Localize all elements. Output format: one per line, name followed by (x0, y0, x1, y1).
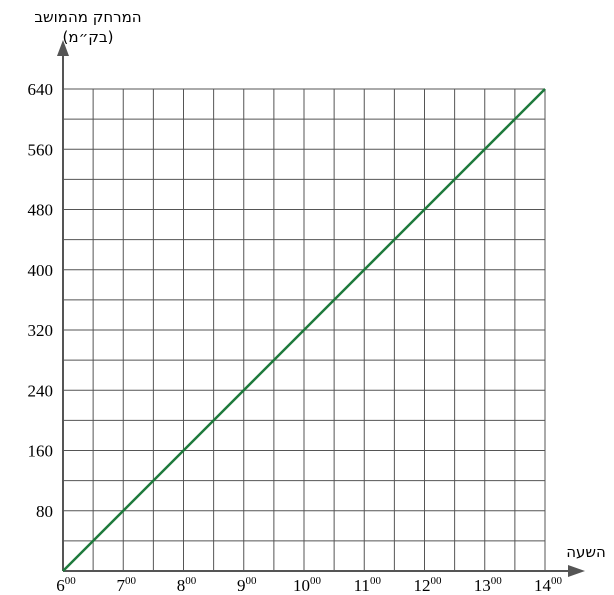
x-tick-minutes: 00 (185, 575, 197, 587)
axes (57, 40, 585, 577)
y-tick-label-160: 160 (28, 442, 54, 461)
series-group (62, 88, 546, 572)
x-tick-label-11: 1100 (354, 575, 382, 595)
x-tick-minutes: 00 (551, 575, 563, 587)
x-tick-hour: 14 (534, 576, 552, 595)
x-tick-minutes: 00 (65, 575, 77, 587)
y-axis-arrow-icon (57, 40, 69, 56)
x-tick-label-12: 1200 (414, 575, 443, 595)
x-tick-label-10: 1000 (293, 575, 322, 595)
x-tick-minutes: 00 (370, 575, 382, 587)
x-tick-label-7: 700 (117, 575, 137, 595)
x-tick-label-6: 600 (56, 575, 76, 595)
y-tick-label-320: 320 (28, 321, 54, 340)
x-tick-hour: 12 (414, 576, 431, 595)
x-tick-labels: 600 700 800 900 1000 1100 1200 1300 1400 (56, 575, 562, 595)
x-tick-minutes: 00 (431, 575, 443, 587)
series-line-0 (62, 88, 546, 572)
y-axis-label-line1: המרחק מהמושב (34, 8, 141, 26)
x-tick-hour: 10 (293, 576, 310, 595)
x-tick-label-9: 900 (237, 575, 257, 595)
x-tick-minutes: 00 (310, 575, 322, 587)
x-tick-minutes: 00 (125, 575, 137, 587)
y-tick-label-640: 640 (28, 80, 54, 99)
y-tick-label-80: 80 (36, 502, 53, 521)
y-tick-label-240: 240 (28, 381, 54, 400)
x-axis-arrow-icon (568, 565, 585, 577)
y-tick-label-400: 400 (28, 261, 54, 280)
x-tick-minutes: 00 (491, 575, 503, 587)
x-tick-hour: 7 (117, 576, 126, 595)
x-tick-hour: 6 (56, 576, 65, 595)
y-tick-labels: 80 160 240 320 400 480 560 640 (28, 80, 54, 521)
y-axis-label-line2: (בק״מ) (63, 28, 114, 46)
x-tick-hour: 8 (177, 576, 186, 595)
x-tick-hour: 11 (354, 576, 370, 595)
x-tick-minutes: 00 (246, 575, 258, 587)
x-axis-label: השעה (566, 543, 606, 561)
y-tick-label-560: 560 (28, 140, 54, 159)
x-tick-label-14: 1400 (534, 575, 563, 595)
x-tick-label-13: 1300 (474, 575, 503, 595)
y-tick-label-480: 480 (28, 201, 54, 220)
x-tick-hour: 9 (237, 576, 246, 595)
x-tick-label-8: 800 (177, 575, 197, 595)
x-tick-hour: 13 (474, 576, 491, 595)
